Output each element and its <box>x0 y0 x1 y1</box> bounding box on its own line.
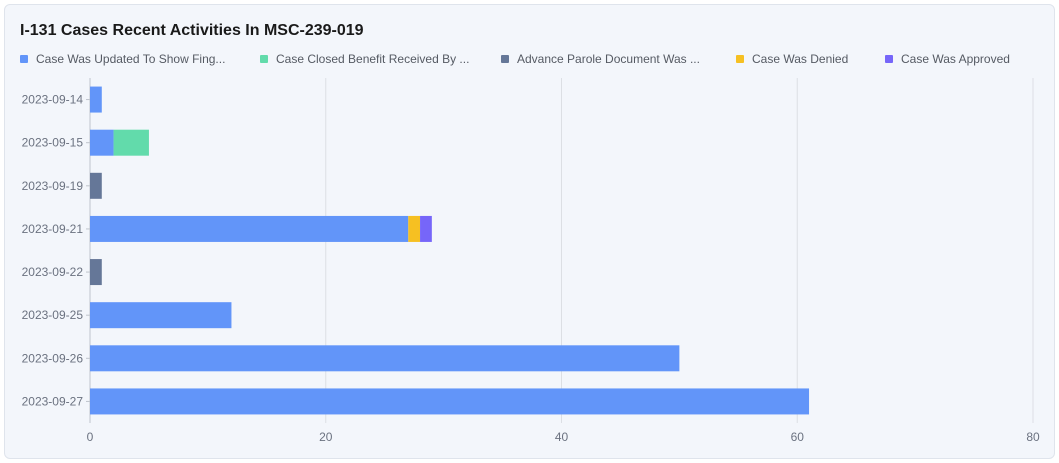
y-tick-label: 2023-09-25 <box>22 308 84 322</box>
legend-swatch <box>501 55 509 63</box>
bar-segment-2023-09-21-series-4[interactable] <box>420 215 432 242</box>
x-tick-label: 0 <box>87 430 94 444</box>
chart-card: I-131 Cases Recent Activities In MSC-239… <box>4 4 1055 459</box>
y-tick-label: 2023-09-21 <box>22 222 84 236</box>
y-tick-label: 2023-09-26 <box>22 351 84 365</box>
legend-item-case-closed-benefit[interactable]: Case Closed Benefit Received By ... <box>260 49 469 69</box>
bar-segment-2023-09-21-series-0[interactable] <box>90 215 409 242</box>
bar-segment-2023-09-19-series-2[interactable] <box>90 172 102 199</box>
legend-label: Advance Parole Document Was ... <box>517 52 700 66</box>
legend-swatch <box>260 55 268 63</box>
bar-segment-2023-09-26-series-0[interactable] <box>90 345 680 372</box>
legend-label: Case Was Denied <box>752 52 849 66</box>
bar-segment-2023-09-22-series-2[interactable] <box>90 259 102 286</box>
y-tick-label: 2023-09-22 <box>22 265 84 279</box>
legend-swatch <box>885 55 893 63</box>
legend-item-advance-parole[interactable]: Advance Parole Document Was ... <box>501 49 700 69</box>
legend-item-case-approved[interactable]: Case Was Approved <box>885 49 1010 69</box>
bar-chart-plot: 0 20 40 60 80 2023-09-14 2023-09-15 2023-09-19 2… <box>22 78 1040 444</box>
chart-title: I-131 Cases Recent Activities In MSC-239… <box>20 22 364 39</box>
y-tick-label: 2023-09-27 <box>22 394 84 408</box>
x-tick-label: 60 <box>791 430 805 444</box>
y-tick-label: 2023-09-15 <box>22 136 84 150</box>
y-tick-label: 2023-09-14 <box>22 93 84 107</box>
y-tick-label: 2023-09-19 <box>22 179 84 193</box>
bar-segment-2023-09-14-series-0[interactable] <box>90 86 102 113</box>
x-tick-label: 80 <box>1026 430 1040 444</box>
bar-segment-2023-09-27-series-0[interactable] <box>90 388 810 415</box>
legend-item-case-denied[interactable]: Case Was Denied <box>736 49 848 69</box>
legend-item-case-updated-fingerprint[interactable]: Case Was Updated To Show Fing... <box>20 49 225 69</box>
bar-segment-2023-09-15-series-0[interactable] <box>90 129 114 156</box>
bar-segment-2023-09-15-series-1[interactable] <box>113 129 149 156</box>
legend-swatch <box>736 55 744 63</box>
x-tick-label: 40 <box>555 430 569 444</box>
chart-legend: Case Was Updated To Show Fing... Case Cl… <box>5 49 1056 69</box>
bar-segment-2023-09-25-series-0[interactable] <box>90 302 232 329</box>
legend-swatch <box>20 55 28 63</box>
legend-label: Case Was Updated To Show Fing... <box>36 52 226 66</box>
x-tick-label: 20 <box>319 430 333 444</box>
legend-label: Case Was Approved <box>901 52 1010 66</box>
legend-label: Case Closed Benefit Received By ... <box>276 52 470 66</box>
bar-segment-2023-09-21-series-3[interactable] <box>408 215 421 242</box>
